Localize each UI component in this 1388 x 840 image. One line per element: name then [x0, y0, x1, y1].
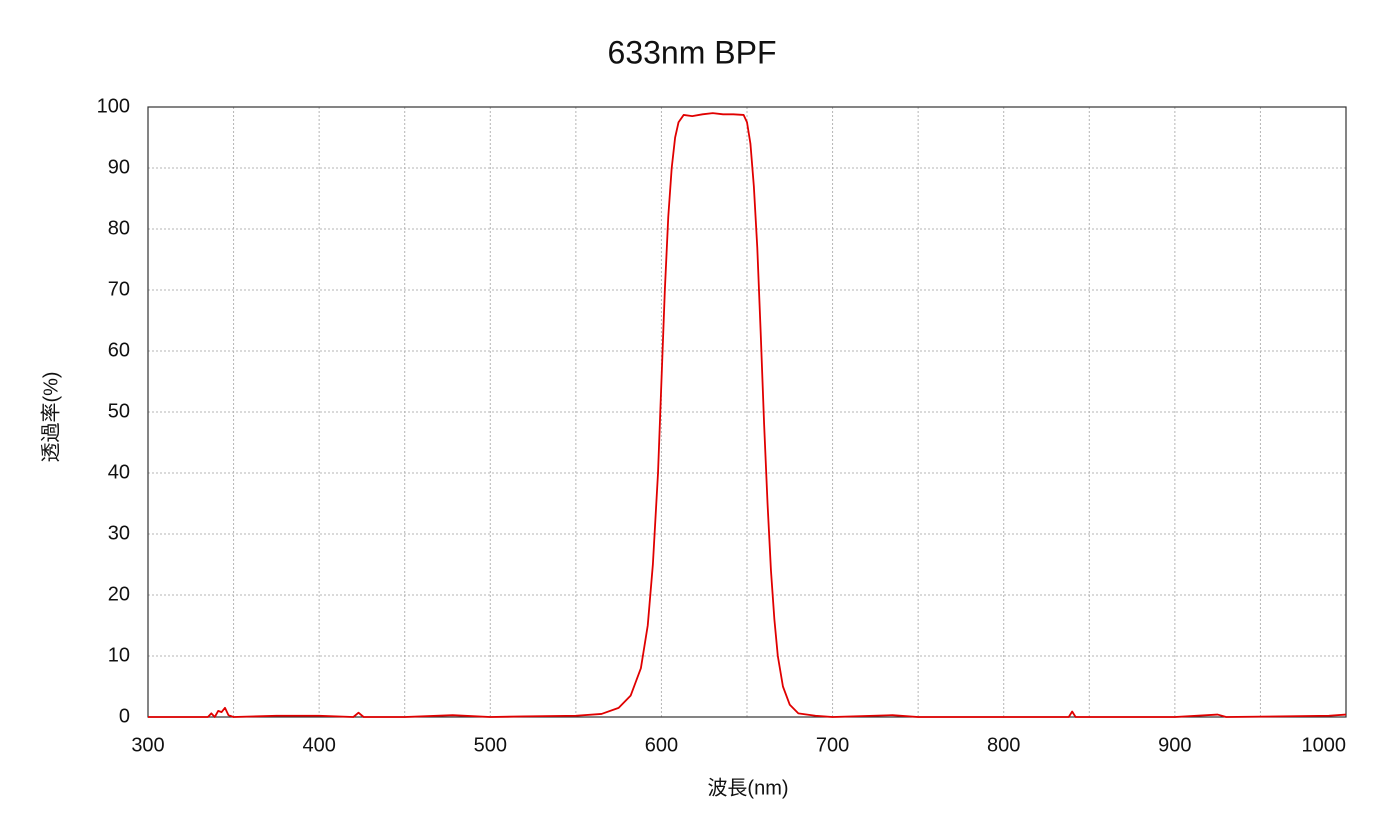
- y-tick-label: 30: [108, 522, 130, 544]
- series-line: [148, 112, 1347, 718]
- y-tick-label: 10: [108, 644, 130, 666]
- x-axis-label: 波長(nm): [707, 776, 788, 799]
- y-axis-label: 透過率(%): [39, 371, 62, 462]
- y-tick-label: 80: [108, 217, 130, 239]
- x-tick-label: 900: [1158, 734, 1191, 756]
- x-tick-label: 400: [302, 734, 335, 756]
- x-tick-label: 800: [987, 734, 1020, 756]
- x-tick-label: 600: [645, 734, 678, 756]
- plot-frame: [147, 106, 1347, 718]
- y-tick-label: 20: [108, 583, 130, 605]
- x-tick-label: 700: [816, 734, 849, 756]
- y-tick-label: 0: [119, 705, 130, 727]
- y-tick-label: 90: [108, 156, 130, 178]
- y-tick-label: 70: [108, 278, 130, 300]
- x-tick-label: 1000: [1302, 734, 1347, 756]
- y-tick-label: 60: [108, 339, 130, 361]
- x-tick-label: 300: [131, 734, 164, 756]
- y-tick-label: 100: [97, 95, 130, 117]
- y-tick-label: 50: [108, 400, 130, 422]
- x-tick-label: 500: [474, 734, 507, 756]
- chart-title: 633nm BPF: [608, 34, 777, 70]
- y-tick-label: 40: [108, 461, 130, 483]
